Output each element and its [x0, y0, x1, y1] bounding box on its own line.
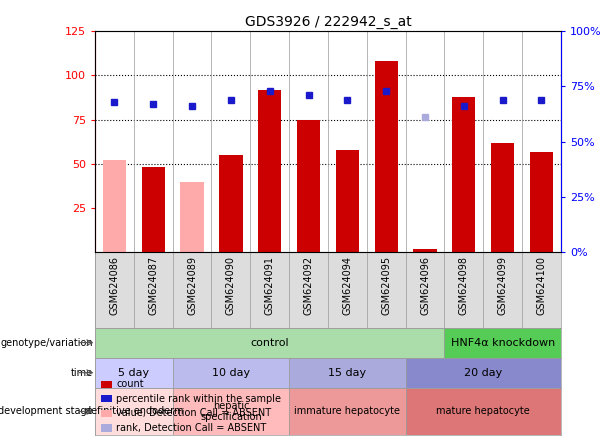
Bar — [375, 61, 398, 253]
Bar — [173, 388, 289, 435]
Text: GSM624086: GSM624086 — [110, 256, 120, 315]
Text: count: count — [116, 379, 144, 389]
Text: GSM624090: GSM624090 — [226, 256, 236, 315]
Bar — [173, 357, 289, 388]
Bar — [95, 388, 173, 435]
Bar — [219, 155, 243, 253]
Bar — [258, 90, 281, 253]
Bar — [413, 249, 436, 253]
Text: rank, Detection Call = ABSENT: rank, Detection Call = ABSENT — [116, 423, 267, 433]
Bar — [103, 160, 126, 253]
Text: percentile rank within the sample: percentile rank within the sample — [116, 394, 281, 404]
Text: time: time — [70, 368, 93, 378]
Text: GSM624087: GSM624087 — [148, 256, 158, 315]
Bar — [491, 143, 514, 253]
Text: GSM624089: GSM624089 — [187, 256, 197, 315]
Text: definitive endoderm: definitive endoderm — [85, 406, 183, 416]
Text: GSM624094: GSM624094 — [343, 256, 352, 315]
Text: GSM624099: GSM624099 — [498, 256, 508, 315]
Bar — [452, 97, 476, 253]
Text: GSM624095: GSM624095 — [381, 256, 391, 315]
Text: GSM624096: GSM624096 — [420, 256, 430, 315]
Text: 20 day: 20 day — [464, 368, 503, 378]
Text: control: control — [250, 337, 289, 348]
Bar — [180, 182, 204, 253]
Text: 10 day: 10 day — [212, 368, 250, 378]
Bar — [406, 357, 561, 388]
Title: GDS3926 / 222942_s_at: GDS3926 / 222942_s_at — [245, 15, 411, 29]
Text: HNF4α knockdown: HNF4α knockdown — [451, 337, 555, 348]
Bar — [444, 328, 561, 357]
Bar — [95, 328, 444, 357]
Text: GSM624092: GSM624092 — [303, 256, 313, 315]
Text: genotype/variation: genotype/variation — [0, 337, 93, 348]
Text: GSM624100: GSM624100 — [536, 256, 546, 315]
Text: development stage: development stage — [0, 406, 93, 416]
Text: hepatic
specification: hepatic specification — [200, 400, 262, 422]
Bar — [406, 388, 561, 435]
Text: GSM624091: GSM624091 — [265, 256, 275, 315]
Bar — [142, 167, 165, 253]
Text: 5 day: 5 day — [118, 368, 150, 378]
Bar — [297, 119, 320, 253]
Text: immature hepatocyte: immature hepatocyte — [294, 406, 400, 416]
Text: mature hepatocyte: mature hepatocyte — [436, 406, 530, 416]
Bar — [289, 357, 406, 388]
Text: GSM624098: GSM624098 — [459, 256, 469, 315]
Bar — [289, 388, 406, 435]
Text: value, Detection Call = ABSENT: value, Detection Call = ABSENT — [116, 408, 272, 418]
Text: 15 day: 15 day — [329, 368, 367, 378]
Bar — [95, 357, 173, 388]
Bar — [336, 150, 359, 253]
Bar — [530, 151, 553, 253]
